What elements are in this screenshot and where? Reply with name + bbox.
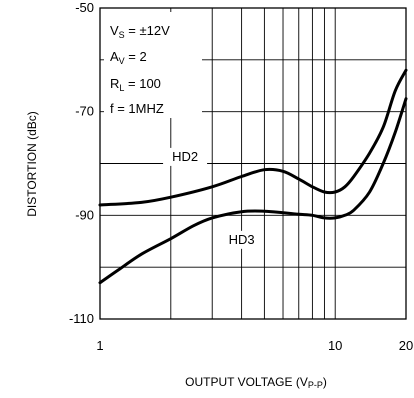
condition-rest: = 2 bbox=[125, 49, 147, 64]
plot-frame bbox=[99, 7, 407, 320]
condition-sub: V bbox=[119, 56, 125, 66]
condition-line: VS = ±12V bbox=[110, 23, 170, 40]
series-label-hd2: HD2 bbox=[172, 149, 198, 164]
x-tick-label: 1 bbox=[96, 338, 103, 353]
condition-line: RL = 100 bbox=[110, 76, 161, 93]
x-tick-label: 20 bbox=[399, 338, 413, 353]
y-axis-label: DISTORTION (dBc) bbox=[25, 111, 39, 217]
condition-rest: = ±12V bbox=[125, 23, 170, 38]
y-tick-label: -110 bbox=[69, 311, 94, 326]
condition-rest: = 100 bbox=[124, 76, 161, 91]
x-axis-label-main: OUTPUT VOLTAGE (V bbox=[185, 375, 308, 389]
condition-sub: S bbox=[119, 30, 125, 40]
y-tick-label: -90 bbox=[75, 207, 94, 222]
y-tick-label: -50 bbox=[75, 0, 94, 15]
condition-main: V bbox=[110, 23, 119, 38]
x-tick-label: 10 bbox=[328, 338, 342, 353]
series-line-hd3 bbox=[98, 97, 408, 285]
conditions-bg bbox=[104, 12, 202, 118]
condition-sub: L bbox=[119, 83, 124, 93]
y-tick-label: -70 bbox=[75, 104, 94, 119]
condition-main: f = 1MHZ bbox=[110, 101, 164, 116]
condition-line: AV = 2 bbox=[110, 49, 147, 66]
tick-labels: 1 10 20 -50 -70 -90 -110 bbox=[69, 0, 413, 353]
series-label-bg bbox=[163, 147, 208, 166]
series-labels: HD2 HD3 bbox=[163, 147, 264, 249]
x-axis-label-sub: P-P bbox=[308, 380, 323, 390]
chart-grid bbox=[100, 8, 406, 319]
x-axis-label: OUTPUT VOLTAGE (VP-P) bbox=[185, 375, 327, 390]
series-label-hd3: HD3 bbox=[229, 232, 255, 247]
condition-line: f = 1MHZ bbox=[110, 101, 164, 116]
condition-main: R bbox=[110, 76, 119, 91]
x-axis-label-close: ) bbox=[323, 375, 327, 389]
condition-main: A bbox=[110, 49, 119, 64]
series-line-hd2 bbox=[98, 68, 408, 207]
series-label-bg bbox=[219, 230, 264, 249]
series-lines bbox=[98, 68, 408, 285]
